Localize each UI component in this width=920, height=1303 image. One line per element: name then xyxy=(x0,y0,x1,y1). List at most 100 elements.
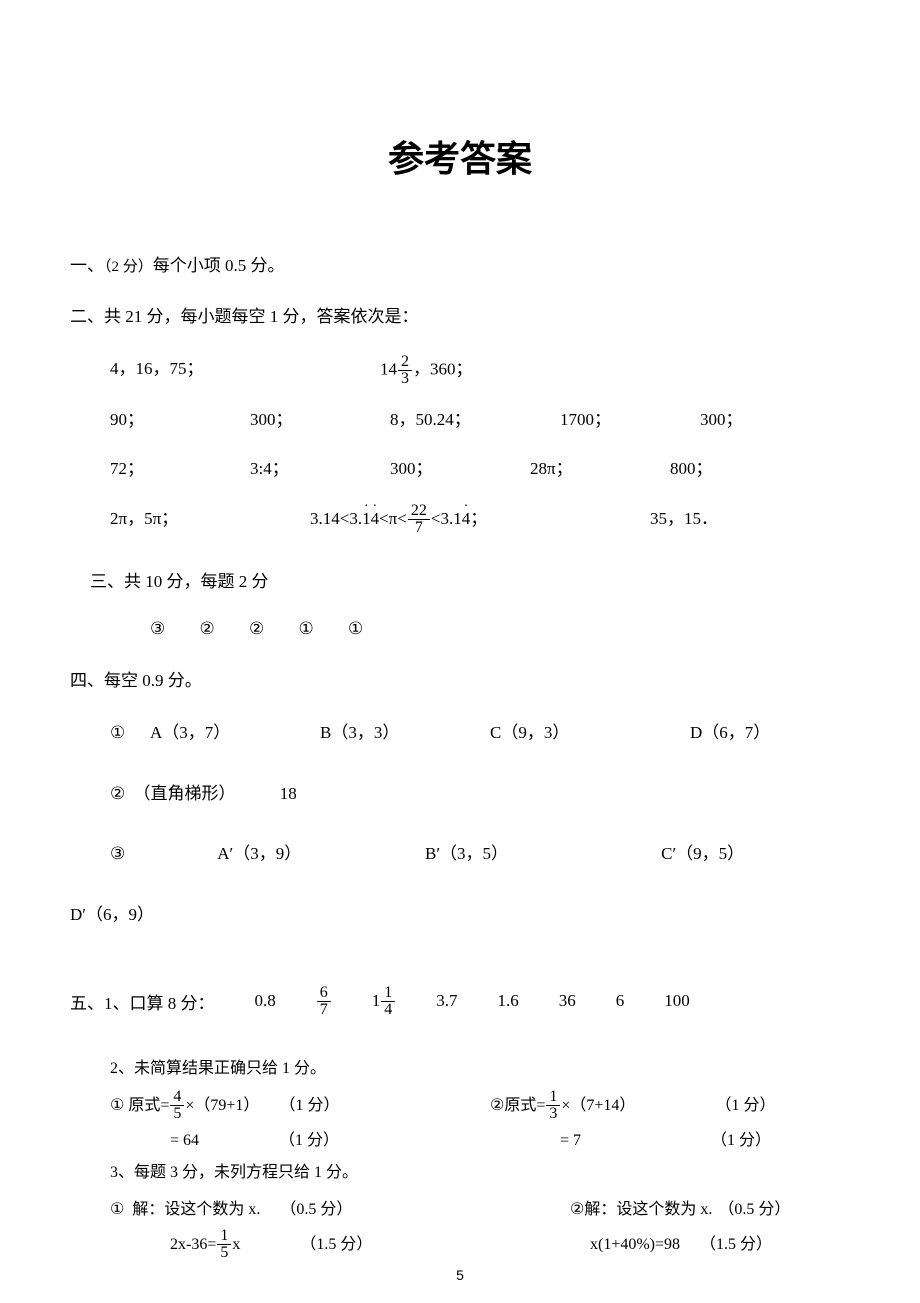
eq1-result: = 64 xyxy=(170,1123,199,1158)
eq1-rest: ×（79+1） xyxy=(185,1088,259,1123)
ineq-c: <π< xyxy=(379,504,407,535)
section-2-header: 二、共 21 分，每小题每空 1 分，答案依次是： xyxy=(70,303,850,330)
eq2-result-score: （1 分） xyxy=(711,1123,771,1158)
sol1-eqb: x xyxy=(232,1227,240,1262)
frac-den: 4 xyxy=(381,1002,395,1018)
sol2-set: 解：设这个数为 x. xyxy=(584,1192,712,1227)
section-5-sub2: 2、未简算结果正确只给 1 分。 xyxy=(110,1054,850,1078)
sol2-setscore: （0.5 分） xyxy=(718,1192,790,1227)
s2r1-after: ，360； xyxy=(413,360,473,379)
frac-den: 7 xyxy=(408,520,430,536)
choice-5: ① xyxy=(348,619,363,639)
s2r3-3: 300； xyxy=(390,454,530,485)
ks-frac2: 14 xyxy=(381,985,395,1018)
s4r2-shape: （直角梯形） xyxy=(134,784,236,803)
s2r1-int: 14 xyxy=(380,360,397,379)
eq2-prefix: 原式= xyxy=(504,1088,545,1123)
s2r3-5: 800； xyxy=(670,454,810,485)
eq1-lbl: ① xyxy=(110,1088,124,1123)
eq1-frac: 45 xyxy=(170,1089,184,1122)
ineq-end: ； xyxy=(470,504,487,535)
ineq-e: 4 xyxy=(462,504,471,535)
s2r2-2: 300； xyxy=(250,405,390,436)
sol1-lbl: ① xyxy=(110,1192,124,1227)
section-4-row-1: ① A（3，7） B（3，3） C（9，3） D（6，7） xyxy=(110,718,850,749)
sol1-eqscore: （1.5 分） xyxy=(300,1227,372,1262)
sol2-lbl: ② xyxy=(570,1192,584,1227)
s4r3-a: A′（3，9） xyxy=(217,839,425,870)
ks-v5: 1.6 xyxy=(498,991,519,1011)
frac-num: 4 xyxy=(170,1089,184,1106)
s2r4-3: 35，15． xyxy=(650,504,718,535)
section-5-sub3: 3、每题 3 分，未列方程只给 1 分。 xyxy=(110,1158,850,1182)
sol2-eq: x(1+40%)=98 xyxy=(590,1227,680,1262)
s2r4-ineq: 3.14<3.14<π<227<3.14 ； xyxy=(310,503,650,536)
s4r1-lbl: ① xyxy=(110,718,150,749)
kousuan-label: 五、1、口算 8 分： xyxy=(70,989,215,1014)
ineq-b1: 1 xyxy=(362,504,371,535)
eq1-result-score: （1 分） xyxy=(279,1123,339,1158)
section-4-row-4: D′（6，9） xyxy=(70,900,850,925)
section-1-header: 一、（2 分）每个小项 0.5 分。 xyxy=(70,252,850,279)
choice-3: ② xyxy=(249,619,264,639)
ks-mixed: 1 xyxy=(372,991,381,1011)
frac-den: 3 xyxy=(398,371,412,387)
ks-v7: 6 xyxy=(616,991,625,1011)
eq2-frac: 13 xyxy=(546,1089,560,1122)
eq2-rest: ×（7+14） xyxy=(561,1088,635,1123)
choice-1: ③ xyxy=(150,619,165,639)
sol1-set: 解：设这个数为 x. xyxy=(132,1192,260,1227)
s4r2-val: 18 xyxy=(280,784,297,803)
ineq-a: 3.14<3. xyxy=(310,504,362,535)
s2r2-3: 8，50.24； xyxy=(390,405,560,436)
s4r2-lbl: ② xyxy=(110,779,125,810)
choice-4: ① xyxy=(299,619,314,639)
ks-v8: 100 xyxy=(664,991,690,1011)
ks-frac1: 67 xyxy=(317,985,331,1018)
sol1-setscore: （0.5 分） xyxy=(280,1192,352,1227)
sol2-eqscore: （1.5 分） xyxy=(700,1227,772,1262)
s2r2-1: 90； xyxy=(110,405,250,436)
frac-num: 6 xyxy=(317,985,331,1002)
sol1-frac: 15 xyxy=(217,1228,231,1261)
s2r1-vals: 4，16，75； xyxy=(110,354,380,387)
s2r2-5: 300； xyxy=(700,405,840,436)
s2r1-frac: 23 xyxy=(398,354,412,387)
section-1-score: （2 分） xyxy=(104,259,153,275)
ks-v4: 3.7 xyxy=(436,991,457,1011)
s4r1-b: B（3，3） xyxy=(320,718,490,749)
frac-den: 5 xyxy=(170,1106,184,1122)
ks-v1: 0.8 xyxy=(255,991,276,1011)
frac-den: 5 xyxy=(217,1245,231,1261)
frac-num: 1 xyxy=(217,1228,231,1245)
s4r1-d: D（6，7） xyxy=(690,718,820,749)
ineq-b2: 4 xyxy=(371,504,380,535)
choice-2: ② xyxy=(200,619,215,639)
section-4-row-2: ② （直角梯形） 18 xyxy=(110,779,850,810)
eq-line-1: ① 原式=45 ×（79+1） （1 分） ②原式= 13×（7+14） （1 … xyxy=(110,1088,850,1123)
s2r1-mixed: 1423，360； xyxy=(380,354,580,387)
eq2-lbl: ② xyxy=(490,1088,504,1123)
frac-den: 7 xyxy=(317,1002,331,1018)
section-2-row-1: 4，16，75； 1423，360； xyxy=(110,354,850,387)
ks-v6: 36 xyxy=(559,991,576,1011)
s4r3-b: B′（3，5） xyxy=(425,839,661,870)
frac-den: 3 xyxy=(546,1106,560,1122)
section-3-choices: ③ ② ② ① ① xyxy=(150,619,850,639)
s2r4-1: 2π，5π； xyxy=(110,504,310,535)
eq1-score: （1 分） xyxy=(279,1088,339,1123)
frac-num: 1 xyxy=(381,985,395,1002)
ineq-d: <3.1 xyxy=(431,504,462,535)
s4r3-lbl: ③ xyxy=(110,839,157,870)
section-2-row-4: 2π，5π； 3.14<3.14<π<227<3.14 ； 35，15． xyxy=(110,503,850,536)
section-5-kousuan: 五、1、口算 8 分： 0.8 67 114 3.7 1.6 36 6 100 xyxy=(70,985,850,1018)
eq1-prefix: 原式= xyxy=(128,1088,169,1123)
eq-line-2: = 64 （1 分） = 7 （1 分） xyxy=(110,1123,850,1158)
sol1-eqa: 2x-36= xyxy=(170,1227,216,1262)
eq2-score: （1 分） xyxy=(715,1088,775,1123)
s2r3-4: 28π； xyxy=(530,454,670,485)
ks-v2: 67 xyxy=(316,985,332,1018)
s2r3-1: 72； xyxy=(110,454,250,485)
section-4-row-3: ③ A′（3，9） B′（3，5） C′（9，5） xyxy=(90,839,850,870)
section-1-text: 每个小项 0.5 分。 xyxy=(153,256,285,275)
